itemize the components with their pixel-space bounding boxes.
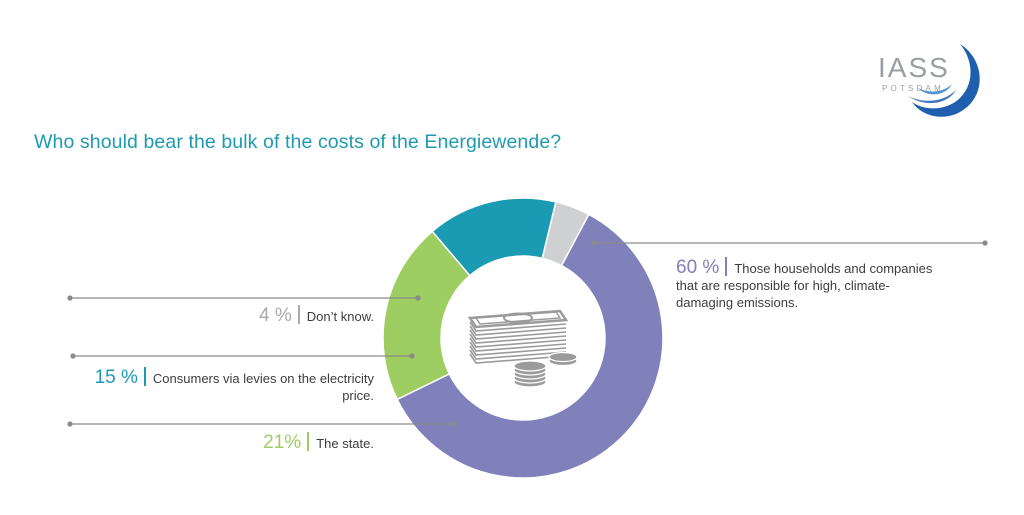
slice-households xyxy=(396,213,664,479)
pct-state: 21% xyxy=(263,432,302,453)
iass-logo: IASS POTSDAM xyxy=(868,42,998,122)
pct-consumers: 15 % xyxy=(94,367,138,388)
slice-dont-know xyxy=(541,201,590,267)
leader-dot xyxy=(70,353,76,359)
donut-slices xyxy=(382,197,664,479)
logo-text: IASS xyxy=(878,52,950,83)
separator-bar xyxy=(297,305,300,324)
text-state: The state. xyxy=(316,436,374,451)
label-state: 21% The state. xyxy=(150,432,374,452)
label-households: 60 % Those households and companies that … xyxy=(676,257,946,311)
separator-bar xyxy=(307,432,310,451)
iass-wave-icon xyxy=(908,44,980,117)
leader-dot xyxy=(415,295,421,301)
leader-dot xyxy=(409,353,415,359)
text-households: Those households and companies that are … xyxy=(676,261,933,310)
text-dont-know: Don’t know. xyxy=(306,309,374,324)
leader-dot xyxy=(450,421,456,427)
money-banknotes-coins-icon xyxy=(467,309,578,388)
label-dont-know: 4 % Don’t know. xyxy=(150,305,374,325)
leader-dot xyxy=(982,240,988,246)
logo-subtitle: POTSDAM xyxy=(882,84,944,93)
leader-lines xyxy=(67,240,988,427)
leader-dot xyxy=(591,240,597,246)
text-consumers: Consumers via levies on the electricity … xyxy=(152,371,374,403)
chart-title: Who should bear the bulk of the costs of… xyxy=(34,131,562,153)
separator-bar xyxy=(143,367,146,386)
separator-bar xyxy=(725,257,728,276)
leader-dot xyxy=(67,421,73,427)
leader-dot xyxy=(67,295,73,301)
pct-households: 60 % xyxy=(676,257,720,278)
label-consumers: 15 % Consumers via levies on the electric… xyxy=(80,367,374,404)
pct-dont-know: 4 % xyxy=(259,305,292,326)
